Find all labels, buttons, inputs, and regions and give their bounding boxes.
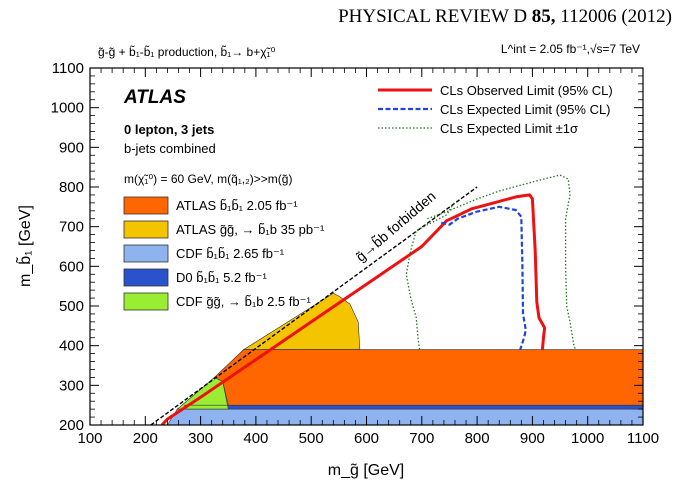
- legend-line-label: CLs Observed Limit (95% CL): [440, 83, 613, 98]
- journal-article: 112006 (2012): [560, 6, 672, 27]
- x-axis-label: m_g̃ [GeV]: [328, 462, 404, 479]
- x-tick-label: 1100: [627, 430, 659, 447]
- legend-limits: CLs Observed Limit (95% CL) CLs Expected …: [378, 83, 613, 136]
- y-tick-label: 700: [59, 219, 84, 236]
- legend-box-swatch: [123, 268, 169, 287]
- y-axis-label: m_b̃₁ [GeV]: [14, 205, 34, 287]
- legend-box-swatch: [123, 292, 169, 311]
- x-tick-label: 700: [409, 430, 434, 447]
- x-tick-label: 1000: [571, 430, 604, 447]
- y-tick-label: 200: [59, 417, 84, 434]
- limit-curves: [150, 174, 577, 425]
- legend-box-swatch: [123, 244, 169, 263]
- y-tick-label: 1100: [52, 60, 84, 77]
- axes: 100 200 300 400 500 600 700 800 900 1000 110020030…: [51, 60, 660, 447]
- region-0: [167, 408, 643, 425]
- legend-regions: ATLAS b̃₁b̃₁ 2.05 fb⁻¹ ATLAS g̃g̃, → b̃₁b…: [123, 196, 325, 311]
- x-tick-label: 200: [133, 430, 158, 447]
- forbidden-label: g̃→b̃b forbidden: [352, 188, 438, 265]
- legend-box-swatch: [123, 196, 169, 215]
- y-tick-label: 300: [59, 377, 84, 394]
- journal-volume: 85,: [531, 6, 556, 27]
- legend-line-label: CLs Expected Limit (95% CL): [440, 102, 611, 117]
- forbidden-boundary-line: [150, 186, 478, 425]
- selection-label: 0 lepton, 3 jets: [124, 122, 214, 137]
- legend-line-label: CLs Expected Limit ±1σ: [440, 121, 578, 136]
- limit-line-2: [427, 174, 577, 350]
- legend-box-label: D0 b̃₁b̃₁ 5.2 fb⁻¹: [176, 270, 267, 285]
- process-label: g̃-g̃ + b̃₁-b̃₁ production, b̃₁→ b+χ̃₁⁰: [98, 44, 276, 59]
- region-4: [184, 349, 643, 406]
- legend-box-label: CDF g̃g̃, → b̃₁b 2.5 fb⁻¹: [176, 294, 311, 309]
- x-tick-label: 900: [520, 430, 545, 447]
- region-1: [176, 404, 643, 410]
- y-tick-label: 400: [59, 338, 84, 355]
- legend-box-swatch: [123, 220, 169, 239]
- assumption-label: m(χ̃₁⁰) = 60 GeV, m(q̃₁,₂)>>m(g̃): [124, 172, 292, 186]
- y-tick-label: 1000: [51, 100, 84, 117]
- x-tick-label: 600: [354, 430, 379, 447]
- journal-header: PHYSICAL REVIEW D 85, 112006 (2012): [0, 6, 672, 28]
- limit-line-0: [160, 193, 547, 425]
- x-tick-label: 400: [243, 430, 268, 447]
- legend-box-label: ATLAS b̃₁b̃₁ 2.05 fb⁻¹: [176, 198, 298, 213]
- limit-line-1: [440, 205, 527, 350]
- legend-box-label: ATLAS g̃g̃, → b̃₁b 35 pb⁻¹: [176, 222, 325, 237]
- y-tick-label: 500: [59, 298, 84, 315]
- x-tick-label: 100: [77, 430, 102, 447]
- legend-box-label: CDF b̃₁b̃₁ 2.65 fb⁻¹: [176, 246, 285, 261]
- x-tick-label: 500: [299, 430, 324, 447]
- x-tick-label: 800: [465, 430, 490, 447]
- y-tick-label: 900: [59, 139, 84, 156]
- selection-sublabel: b-jets combined: [124, 141, 216, 156]
- limit-line-3: [405, 202, 455, 350]
- luminosity-label: L^int = 2.05 fb⁻¹,√s=7 TeV: [501, 42, 640, 56]
- y-tick-label: 600: [59, 258, 84, 275]
- y-tick-label: 800: [59, 179, 84, 196]
- experiment-label: ATLAS: [123, 87, 186, 108]
- x-tick-label: 300: [188, 430, 213, 447]
- journal-name: PHYSICAL REVIEW D: [338, 6, 528, 27]
- excluded-regions: [167, 292, 643, 425]
